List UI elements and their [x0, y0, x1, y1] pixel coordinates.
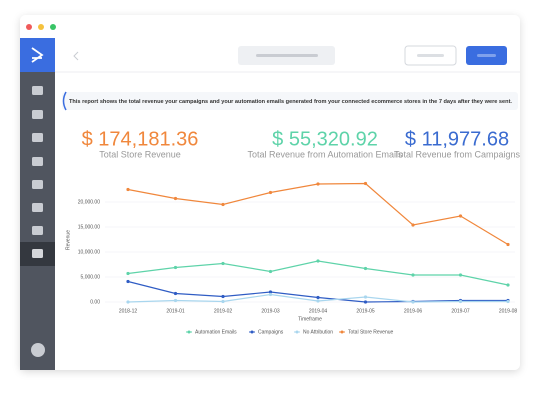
data-point — [173, 291, 178, 296]
data-point — [506, 242, 510, 247]
banner — [62, 92, 518, 110]
y-tick-label: 20,000.00 — [78, 199, 100, 205]
stat-label: Total Revenue from Automation Emails — [247, 149, 403, 159]
data-point — [126, 279, 130, 284]
nav-icon[interactable] — [32, 226, 43, 235]
banner-text: This report shows the total revenue your… — [69, 99, 513, 105]
stat-value: $ 11,977.68 — [405, 128, 509, 150]
data-point — [363, 181, 368, 186]
nav-icon[interactable] — [32, 203, 43, 212]
data-point — [268, 292, 273, 297]
stat-value: $ 174,181.36 — [82, 128, 199, 150]
legend-label: Automation Emails — [195, 329, 237, 335]
legend-swatch-dot — [187, 330, 191, 334]
x-tick-label: 2019-02 — [214, 308, 233, 314]
data-point — [268, 269, 273, 274]
data-point — [506, 283, 510, 287]
logo-icon — [31, 47, 44, 63]
legend-label: Total Store Revenue — [348, 329, 394, 335]
legend-swatch-dot — [340, 330, 344, 334]
button-placeholder — [417, 54, 444, 57]
x-tick-label: 2019-06 — [404, 308, 423, 314]
window-close[interactable] — [26, 24, 32, 30]
legend-label: No Attribution — [303, 329, 333, 335]
data-point — [173, 196, 178, 201]
x-tick-label: 2019-08 — [499, 308, 518, 314]
data-point — [126, 271, 130, 276]
data-point — [316, 259, 320, 263]
data-point — [411, 223, 415, 227]
data-point — [268, 190, 273, 195]
legend-swatch-dot — [250, 330, 254, 334]
legend-label: Campaigns — [258, 329, 284, 335]
y-tick-label: 5,000.00 — [81, 274, 101, 280]
data-point — [268, 290, 273, 294]
data-point — [173, 298, 178, 303]
x-tick-label: 2019-07 — [451, 308, 470, 314]
legend-swatch-dot — [295, 330, 299, 334]
data-point — [221, 294, 225, 299]
title-placeholder-bar — [256, 54, 318, 57]
nav-icon[interactable] — [32, 110, 43, 119]
data-point — [316, 182, 320, 186]
stat-value: $ 55,320.92 — [272, 128, 378, 150]
back-button[interactable] — [73, 51, 79, 61]
nav-icons — [32, 86, 43, 235]
avatar[interactable] — [31, 343, 45, 357]
x-tick-label: 2018-12 — [119, 308, 138, 314]
data-point — [173, 265, 178, 270]
x-tick-label: 2019-04 — [309, 308, 328, 314]
x-axis-title: Timeframe — [298, 316, 322, 322]
stat-label: Total Revenue from Campaigns — [394, 149, 521, 159]
window-minimize[interactable] — [38, 24, 44, 30]
data-point — [126, 187, 130, 192]
nav-icon[interactable] — [32, 180, 43, 189]
nav-icon[interactable] — [32, 133, 43, 142]
data-point — [363, 300, 368, 304]
y-axis-title: Revenue — [65, 230, 71, 250]
y-tick-label: 0.00 — [90, 299, 100, 305]
y-tick-label: 15,000.00 — [78, 224, 100, 230]
data-point — [363, 295, 368, 299]
logo[interactable] — [20, 38, 55, 72]
data-point — [458, 214, 463, 218]
data-point — [411, 300, 415, 304]
data-point — [411, 273, 415, 277]
data-point — [316, 299, 320, 303]
nav-icon[interactable] — [32, 86, 43, 95]
data-point — [506, 299, 510, 304]
data-point — [316, 295, 320, 300]
data-point — [221, 299, 225, 304]
data-point — [363, 266, 368, 271]
button-placeholder — [477, 54, 496, 57]
data-point — [221, 261, 225, 266]
window-maximize[interactable] — [50, 24, 56, 30]
x-tick-label: 2019-03 — [261, 308, 280, 314]
data-point — [221, 202, 225, 207]
data-point — [458, 273, 463, 277]
nav-icon[interactable] — [32, 249, 43, 258]
data-point — [458, 299, 463, 304]
stat-label: Total Store Revenue — [99, 149, 181, 159]
data-point — [126, 300, 130, 304]
nav-icon[interactable] — [32, 157, 43, 166]
chart: 0.00 5,000.00 10,000.00 15,000.00 20,000.00 2… — [65, 181, 518, 335]
y-tick-label: 10,000.00 — [78, 249, 100, 255]
banner-accent — [62, 91, 67, 111]
x-tick-label: 2019-05 — [356, 308, 375, 314]
x-tick-label: 2019-01 — [166, 308, 185, 314]
